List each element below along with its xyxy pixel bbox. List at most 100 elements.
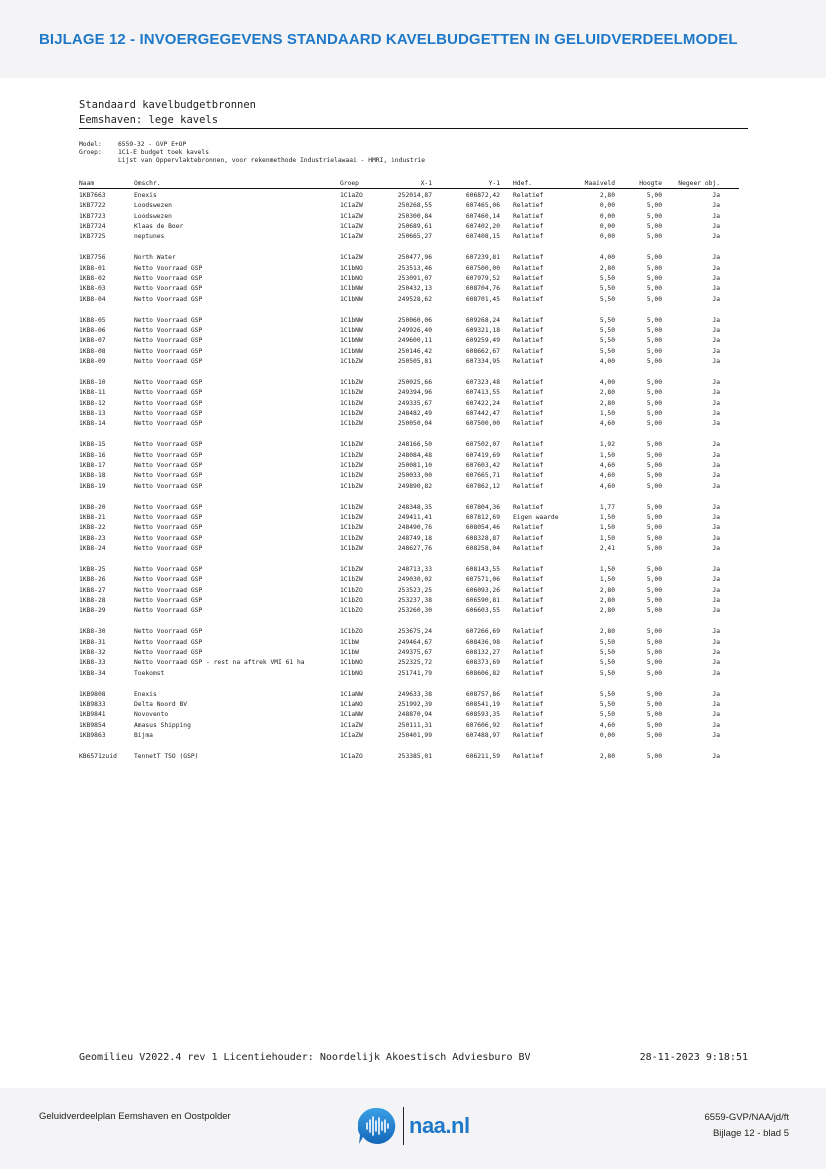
table-row: 1KB8-05 Netto Voorraad GSP 1C1bNW 250060,06… (79, 317, 739, 327)
cell-maaiveld: 4,00 (599, 358, 615, 365)
cell-omschr: Enexis (134, 690, 157, 698)
cell-maaiveld: 4,60 (599, 420, 615, 428)
cell-hoogte: 5,00 (646, 358, 662, 365)
cell-negeer: Ja (712, 472, 720, 480)
software-license: Geomilieu V2022.4 rev 1 Licentiehouder: … (79, 1052, 531, 1063)
cell-y1: 607419,69 (465, 451, 500, 459)
report-subtitle: Eemshaven: lege kavels (79, 114, 219, 126)
cell-groep: 1C1bZW (340, 378, 363, 386)
cell-negeer: Ja (712, 565, 720, 573)
cell-naam: 1KB7724 (79, 223, 106, 231)
cell-hoogte: 5,00 (646, 254, 662, 262)
cell-y1: 607422,24 (465, 399, 500, 407)
cell-hdef: Relatief (513, 295, 544, 303)
cell-x1: 248084,48 (397, 451, 432, 459)
table-row: 1KB7663 Enexis 1C1aZO 252014,87 606872,42 Rel… (79, 192, 739, 202)
cell-naam: 1KB9841 (79, 711, 106, 719)
cell-x1: 248870,94 (397, 711, 432, 719)
cell-hoogte: 5,00 (646, 565, 662, 573)
cell-naam: 1KB8-19 (79, 482, 106, 490)
cell-hoogte: 5,00 (646, 264, 662, 272)
cell-x1: 249030,02 (397, 576, 432, 584)
cell-omschr: Netto Voorraad GSP (134, 513, 203, 521)
page-number: Bijlage 12 - blad 5 (712, 1128, 789, 1139)
naa-logo: naa.nl (358, 1107, 470, 1145)
cell-hoogte: 5,00 (646, 534, 662, 542)
cell-x1: 249890,82 (397, 482, 432, 490)
cell-y1: 608757,86 (465, 690, 500, 698)
cell-y1: 607979,52 (465, 275, 500, 282)
cell-x1: 253675,24 (397, 628, 432, 636)
cell-x1: 249335,67 (397, 399, 432, 407)
cell-naam: 1KB8-03 (79, 285, 106, 293)
cell-negeer: Ja (712, 721, 720, 729)
cell-hdef: Relatief (513, 264, 544, 272)
table-row: 1KB8-25 Netto Voorraad GSP 1C1bZW 248713,33… (79, 566, 739, 576)
cell-groep: 1C1bNO (340, 659, 363, 667)
cell-y1: 607500,00 (465, 420, 500, 428)
cell-negeer: Ja (712, 690, 720, 698)
cell-y1: 608541,19 (465, 700, 500, 708)
table-row: 1KB8-22 Netto Voorraad GSP 1C1bZW 248490,76… (79, 524, 739, 534)
cell-groep: 1C1bZO (340, 607, 363, 615)
cell-x1: 250505,81 (397, 358, 432, 365)
cell-omschr: Netto Voorraad GSP (134, 586, 203, 594)
cell-x1: 251992,39 (397, 700, 432, 708)
cell-negeer: Ja (712, 607, 720, 615)
cell-omschr: Loodswezen (134, 212, 172, 220)
row-group: 1KB9808 Enexis 1C1aNW 249633,38 608757,86 Rel… (79, 691, 739, 743)
cell-omschr: Netto Voorraad GSP (134, 524, 203, 532)
cell-y1: 607571,06 (465, 576, 500, 584)
cell-hdef: Relatief (513, 576, 544, 584)
cell-naam: 1KB8-29 (79, 607, 106, 615)
document-title: BIJLAGE 12 - INVOERGEGEVENS STANDAARD KA… (39, 31, 738, 48)
cell-groep: 1C1aZO (340, 192, 363, 199)
cell-naam: 1KB8-25 (79, 565, 106, 573)
table-row: 1KB8-26 Netto Voorraad GSP 1C1bZW 249030,02… (79, 576, 739, 586)
cell-maaiveld: 4,60 (599, 461, 615, 469)
row-group: KB6571zuid TennetT TSO (GSP) 1C1aZO 253385,… (79, 753, 739, 763)
cell-hoogte: 5,00 (646, 482, 662, 490)
cell-groep: 1C1bW (340, 648, 359, 656)
cell-hdef: Relatief (513, 669, 544, 677)
cell-omschr: Loodswezen (134, 202, 172, 210)
cell-maaiveld: 5,50 (599, 690, 615, 698)
table-row: 1KB8-01 Netto Voorraad GSP 1C1bNO 253513,46… (79, 265, 739, 275)
cell-maaiveld: 2,80 (599, 389, 615, 397)
table-row: 1KB8-33 Netto Voorraad GSP - rest na aftr… (79, 659, 739, 669)
cell-hdef: Relatief (513, 399, 544, 407)
table-header: Naam Omschr. Groep X-1 Y-1 Hdef. Maaivel… (79, 180, 739, 189)
cell-maaiveld: 0,00 (599, 202, 615, 210)
cell-groep: 1C1bZW (340, 513, 363, 521)
cell-hdef: Relatief (513, 441, 544, 449)
cell-y1: 606211,59 (465, 752, 500, 760)
cell-naam: 1KB8-02 (79, 275, 106, 282)
cell-x1: 248627,76 (397, 544, 432, 552)
cell-maaiveld: 2,80 (599, 264, 615, 272)
cell-hdef: Relatief (513, 648, 544, 656)
cell-omschr: Netto Voorraad GSP (134, 576, 203, 584)
cell-negeer: Ja (712, 275, 720, 282)
cell-groep: 1C1bZW (340, 565, 363, 573)
cell-groep: 1C1aZW (340, 202, 363, 210)
cell-y1: 607408,15 (465, 233, 500, 241)
cell-omschr: Bijma (134, 731, 153, 739)
cell-omschr: Netto Voorraad GSP (134, 503, 203, 511)
cell-negeer: Ja (712, 285, 720, 293)
cell-y1: 608054,46 (465, 524, 500, 532)
list-description: Lijst van Oppervlaktebronnen, voor reken… (118, 157, 426, 165)
cell-omschr: Netto Voorraad GSP (134, 607, 203, 615)
cell-y1: 607334,95 (465, 358, 500, 365)
cell-hoogte: 5,00 (646, 337, 662, 345)
row-group: 1KB8-30 Netto Voorraad GSP 1C1bZO 253675,24… (79, 628, 739, 680)
cell-maaiveld: 0,00 (599, 731, 615, 739)
print-datetime: 28-11-2023 9:18:51 (639, 1052, 748, 1063)
table-row: 1KB8-20 Netto Voorraad GSP 1C1bZW 248348,35… (79, 504, 739, 514)
cell-naam: 1KB9808 (79, 690, 106, 698)
cell-naam: 1KB8-04 (79, 295, 106, 303)
table-row: 1KB8-06 Netto Voorraad GSP 1C1bNW 249926,40… (79, 327, 739, 337)
cell-groep: 1C1bZW (340, 503, 363, 511)
cell-hoogte: 5,00 (646, 669, 662, 677)
cell-groep: 1C1bZW (340, 534, 363, 542)
cell-maaiveld: 5,50 (599, 337, 615, 345)
